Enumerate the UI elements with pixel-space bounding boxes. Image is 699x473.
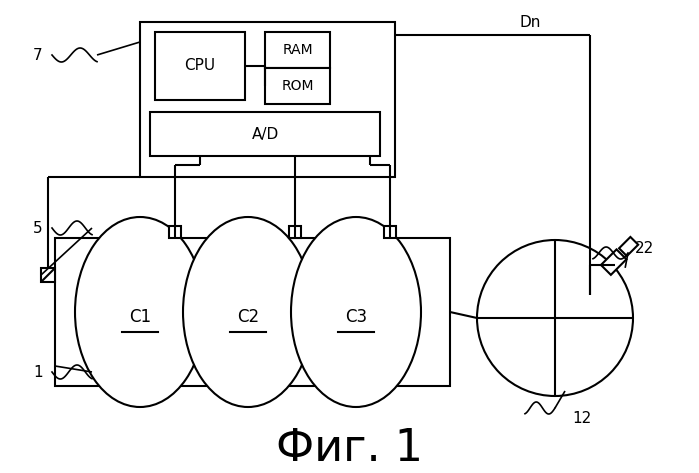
Bar [55,238,450,386]
Text: ROM: ROM [281,79,314,93]
Bar [619,237,638,256]
Bar [140,22,395,177]
Text: A/D: A/D [252,126,279,141]
Text: C1: C1 [129,308,151,326]
Text: RAM: RAM [282,43,313,57]
Ellipse shape [291,217,421,407]
Ellipse shape [75,217,205,407]
Text: C2: C2 [237,308,259,326]
Bar [169,226,181,238]
Bar [601,249,626,275]
Text: Фиг. 1: Фиг. 1 [276,427,423,470]
Text: CPU: CPU [185,59,215,73]
Text: 22: 22 [635,240,655,255]
Bar [41,268,55,282]
Text: 5: 5 [33,220,43,236]
Text: 7: 7 [33,47,43,62]
Text: C3: C3 [345,308,367,326]
Text: Dn: Dn [519,15,541,30]
Bar [150,112,380,156]
Bar [155,32,245,100]
Ellipse shape [183,217,313,407]
Bar [289,226,301,238]
Text: 12: 12 [572,411,591,426]
Bar [265,68,330,104]
Text: 1: 1 [33,365,43,379]
Bar [384,226,396,238]
Bar [265,32,330,68]
